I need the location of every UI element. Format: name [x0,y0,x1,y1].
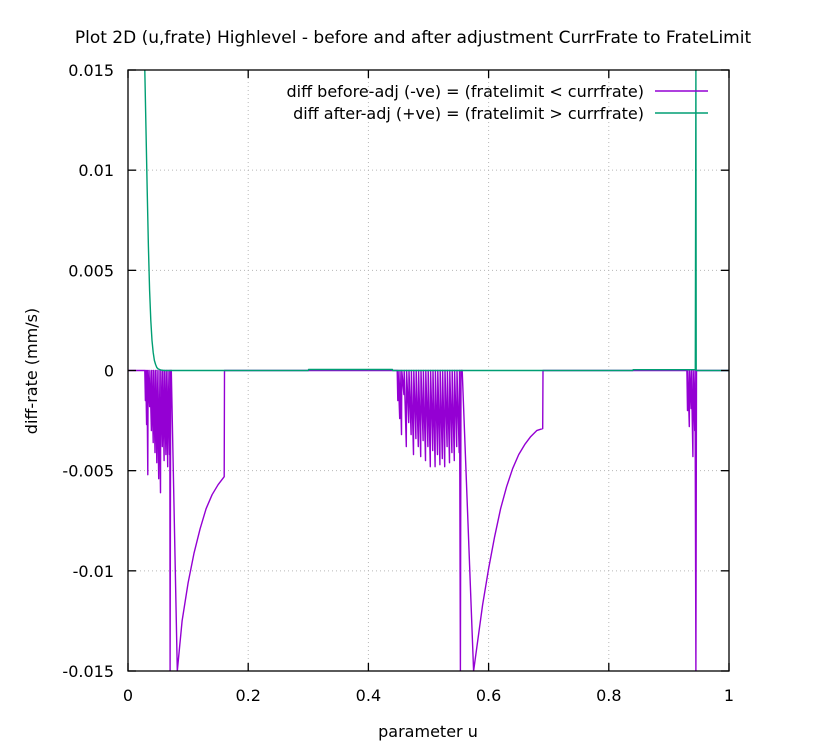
series-line-2 [144,70,729,372]
y-tick-label: -0.005 [62,462,114,481]
legend: diff before-adj (-ve) = (fratelimit < cu… [286,82,708,123]
x-tick-label: 0.8 [596,686,621,705]
y-tick-label: 0 [104,362,114,381]
axis-tick-labels: 0 0.2 0.4 0.6 0.8 1 0.015 0.01 0.005 0 -0.005 -0.01… [62,61,734,705]
plot-frame [127,69,730,672]
x-tick-label: 0.2 [235,686,260,705]
legend-label-1: diff before-adj (-ve) = (fratelimit < cu… [286,82,644,101]
legend-label-2: diff after-adj (+ve) = (fratelimit > cur… [293,104,644,123]
chart-title: Plot 2D (u,frate) Highlevel - before and… [75,28,752,48]
y-axis-label: diff-rate (mm/s) [22,308,41,434]
plot-area [128,70,729,671]
y-tick-label: 0.015 [68,61,114,80]
x-tick-label: 0.6 [476,686,501,705]
y-tick-label: -0.015 [62,662,114,681]
x-tick-label: 0 [123,686,133,705]
y-tick-label: -0.01 [73,562,114,581]
x-axis-label: parameter u [378,722,478,741]
series-line-1 [128,369,729,671]
x-tick-label: 0.4 [356,686,381,705]
x-tick-label: 1 [724,686,734,705]
y-tick-label: 0.005 [68,261,114,280]
y-tick-label: 0.01 [78,161,114,180]
